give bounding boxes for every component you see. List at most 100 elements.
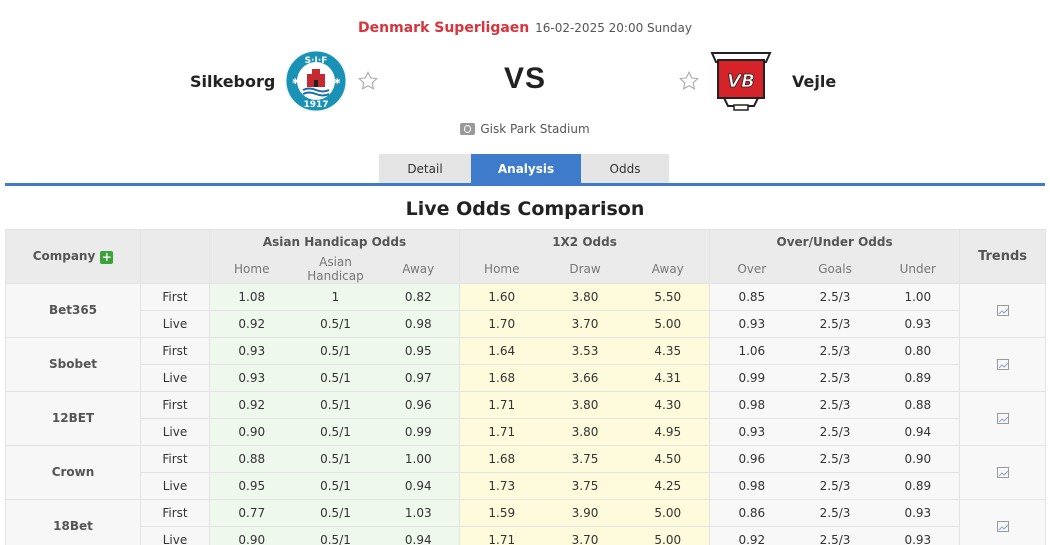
ou-goals-line[interactable]: 2.5/3 — [793, 282, 877, 311]
ah-away-odds[interactable]: 0.95 — [377, 336, 461, 365]
add-company-icon[interactable]: + — [100, 249, 114, 264]
ou-over-odds[interactable]: 1.06 — [709, 336, 794, 365]
ou-goals-line[interactable]: 2.5/3 — [793, 417, 877, 446]
tab-analysis[interactable]: Analysis — [471, 154, 581, 185]
ou-goals-line[interactable]: 2.5/3 — [793, 336, 877, 365]
x12-draw-odds[interactable]: 3.75 — [543, 471, 627, 500]
ah-home-odds[interactable]: 0.93 — [209, 336, 294, 365]
tab-odds[interactable]: Odds — [581, 154, 669, 185]
x12-draw-odds[interactable]: 3.90 — [543, 498, 627, 527]
ou-under-odds[interactable]: 0.89 — [876, 363, 960, 392]
trend-chart-icon[interactable] — [996, 359, 1009, 370]
ah-home-odds[interactable]: 0.90 — [209, 417, 294, 446]
ou-goals-line[interactable]: 2.5/3 — [793, 363, 877, 392]
x12-away-odds[interactable]: 5.00 — [626, 498, 711, 527]
home-team-name[interactable]: Silkeborg — [190, 71, 276, 91]
x12-draw-odds[interactable]: 3.70 — [543, 309, 627, 338]
x12-draw-odds[interactable]: 3.75 — [543, 444, 627, 473]
ou-goals-line[interactable]: 2.5/3 — [793, 390, 877, 419]
ah-handicap-value[interactable]: 0.5/1 — [293, 309, 378, 338]
ah-handicap-value[interactable]: 0.5/1 — [293, 444, 378, 473]
ou-under-odds[interactable]: 1.00 — [876, 282, 960, 311]
x12-draw-odds[interactable]: 3.70 — [543, 525, 627, 545]
company-name[interactable]: Bet365 — [5, 282, 141, 338]
ou-under-odds[interactable]: 0.89 — [876, 471, 960, 500]
ou-goals-line[interactable]: 2.5/3 — [793, 309, 877, 338]
ou-goals-line[interactable]: 2.5/3 — [793, 498, 877, 527]
ah-home-odds[interactable]: 0.77 — [209, 498, 294, 527]
ah-away-odds[interactable]: 0.99 — [377, 417, 461, 446]
x12-away-odds[interactable]: 5.00 — [626, 309, 711, 338]
away-team-logo[interactable]: VB — [710, 50, 772, 112]
x12-away-odds[interactable]: 4.31 — [626, 363, 711, 392]
x12-away-odds[interactable]: 4.50 — [626, 444, 711, 473]
ah-home-odds[interactable]: 0.92 — [209, 309, 294, 338]
x12-home-odds[interactable]: 1.71 — [459, 417, 544, 446]
trend-chart-icon[interactable] — [996, 521, 1009, 532]
ah-home-odds[interactable]: 0.92 — [209, 390, 294, 419]
ah-handicap-value[interactable]: 0.5/1 — [293, 417, 378, 446]
ah-away-odds[interactable]: 0.94 — [377, 471, 461, 500]
ou-under-odds[interactable]: 0.93 — [876, 525, 960, 545]
company-name[interactable]: 18Bet — [5, 498, 141, 545]
ah-home-odds[interactable]: 0.93 — [209, 363, 294, 392]
ou-goals-line[interactable]: 2.5/3 — [793, 471, 877, 500]
x12-home-odds[interactable]: 1.64 — [459, 336, 544, 365]
ou-over-odds[interactable]: 0.93 — [709, 417, 794, 446]
ah-handicap-value[interactable]: 1 — [293, 282, 378, 311]
x12-home-odds[interactable]: 1.68 — [459, 444, 544, 473]
ah-handicap-value[interactable]: 0.5/1 — [293, 390, 378, 419]
ou-over-odds[interactable]: 0.93 — [709, 309, 794, 338]
ah-home-odds[interactable]: 0.88 — [209, 444, 294, 473]
ou-goals-line[interactable]: 2.5/3 — [793, 525, 877, 545]
ou-under-odds[interactable]: 0.93 — [876, 498, 960, 527]
ou-over-odds[interactable]: 0.85 — [709, 282, 794, 311]
home-favorite-star-icon[interactable] — [357, 70, 379, 92]
ah-home-odds[interactable]: 1.08 — [209, 282, 294, 311]
x12-away-odds[interactable]: 4.35 — [626, 336, 711, 365]
ou-over-odds[interactable]: 0.99 — [709, 363, 794, 392]
ou-goals-line[interactable]: 2.5/3 — [793, 444, 877, 473]
ou-over-odds[interactable]: 0.86 — [709, 498, 794, 527]
x12-away-odds[interactable]: 4.25 — [626, 471, 711, 500]
ah-away-odds[interactable]: 0.94 — [377, 525, 461, 545]
ou-under-odds[interactable]: 0.93 — [876, 309, 960, 338]
ah-away-odds[interactable]: 0.82 — [377, 282, 461, 311]
trend-chart-icon[interactable] — [996, 305, 1009, 316]
away-team-name[interactable]: Vejle — [792, 71, 837, 91]
x12-home-odds[interactable]: 1.70 — [459, 309, 544, 338]
x12-away-odds[interactable]: 5.50 — [626, 282, 711, 311]
ou-over-odds[interactable]: 0.96 — [709, 444, 794, 473]
ah-handicap-value[interactable]: 0.5/1 — [293, 336, 378, 365]
ou-under-odds[interactable]: 0.88 — [876, 390, 960, 419]
ah-handicap-value[interactable]: 0.5/1 — [293, 363, 378, 392]
x12-draw-odds[interactable]: 3.80 — [543, 282, 627, 311]
ah-home-odds[interactable]: 0.95 — [209, 471, 294, 500]
x12-home-odds[interactable]: 1.59 — [459, 498, 544, 527]
x12-away-odds[interactable]: 5.00 — [626, 525, 711, 545]
x12-draw-odds[interactable]: 3.66 — [543, 363, 627, 392]
ou-over-odds[interactable]: 0.98 — [709, 390, 794, 419]
x12-draw-odds[interactable]: 3.80 — [543, 417, 627, 446]
ah-handicap-value[interactable]: 0.5/1 — [293, 525, 378, 545]
home-team-logo[interactable]: S·I·F 1917 ✱ ✱ — [285, 50, 347, 112]
trend-chart-icon[interactable] — [996, 467, 1009, 478]
x12-draw-odds[interactable]: 3.53 — [543, 336, 627, 365]
x12-draw-odds[interactable]: 3.80 — [543, 390, 627, 419]
x12-home-odds[interactable]: 1.73 — [459, 471, 544, 500]
company-name[interactable]: Sbobet — [5, 336, 141, 392]
x12-home-odds[interactable]: 1.60 — [459, 282, 544, 311]
ou-under-odds[interactable]: 0.80 — [876, 336, 960, 365]
ah-away-odds[interactable]: 0.96 — [377, 390, 461, 419]
away-favorite-star-icon[interactable] — [678, 70, 700, 92]
x12-home-odds[interactable]: 1.68 — [459, 363, 544, 392]
ou-under-odds[interactable]: 0.90 — [876, 444, 960, 473]
ah-handicap-value[interactable]: 0.5/1 — [293, 498, 378, 527]
ah-away-odds[interactable]: 0.97 — [377, 363, 461, 392]
company-name[interactable]: Crown — [5, 444, 141, 500]
x12-home-odds[interactable]: 1.71 — [459, 525, 544, 545]
tab-detail[interactable]: Detail — [379, 154, 471, 185]
ou-over-odds[interactable]: 0.92 — [709, 525, 794, 545]
trend-chart-icon[interactable] — [996, 413, 1009, 424]
ah-away-odds[interactable]: 1.03 — [377, 498, 461, 527]
